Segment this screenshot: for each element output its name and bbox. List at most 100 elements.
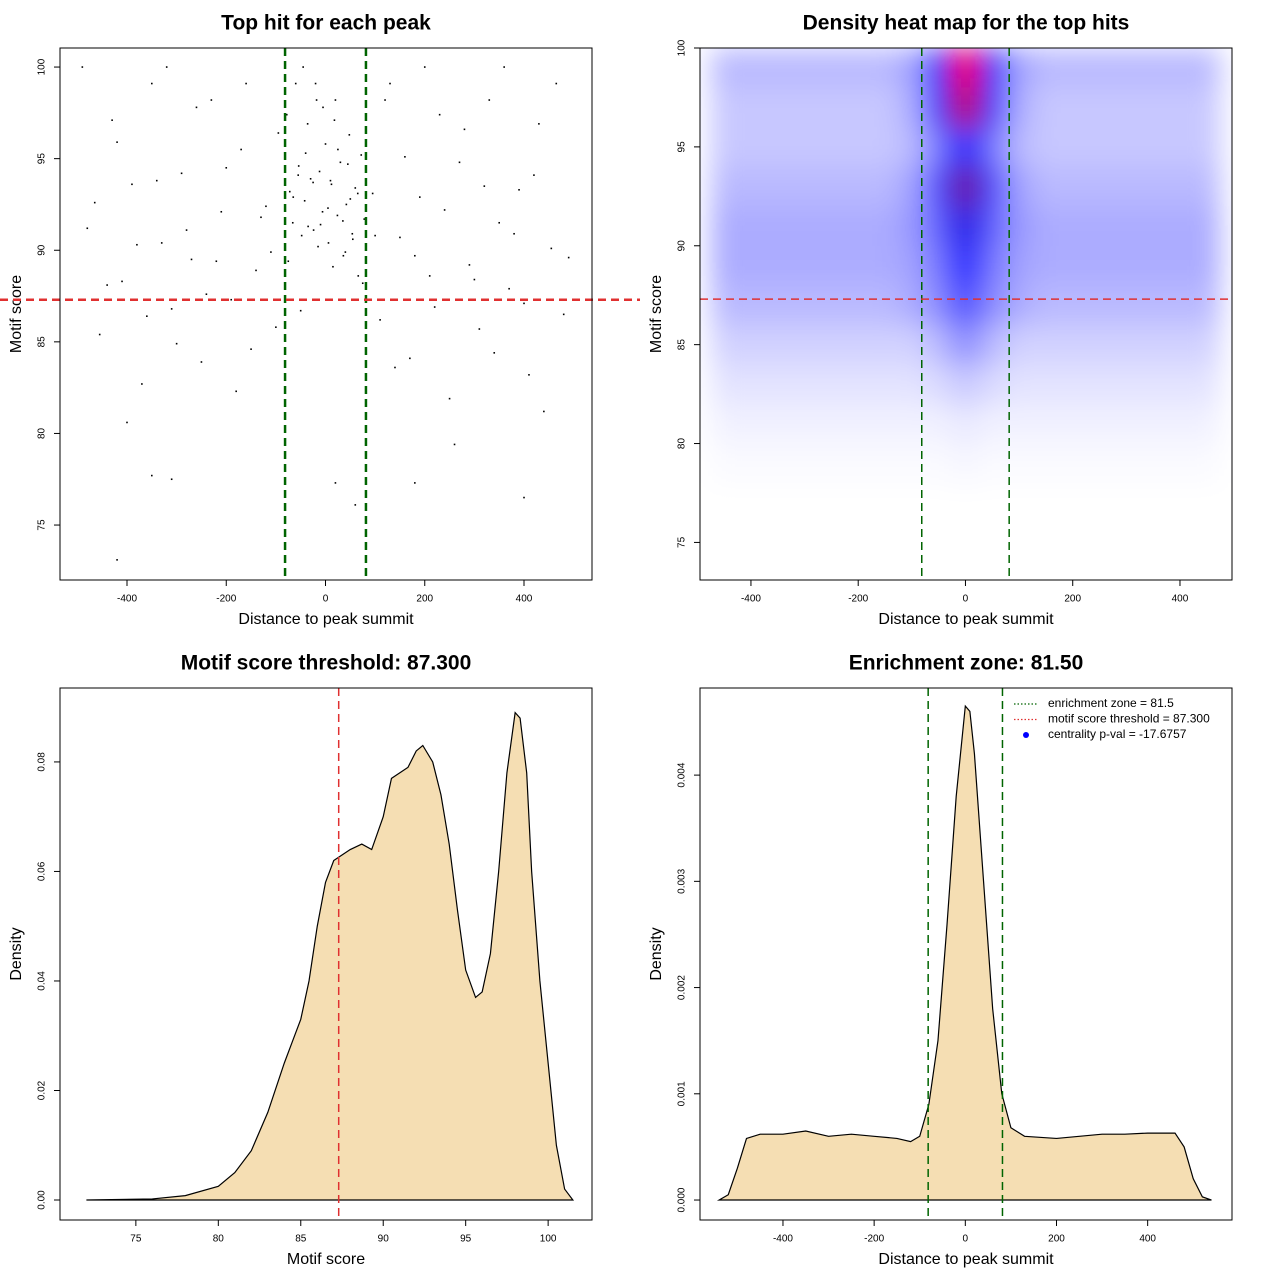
heat-cell [1166, 443, 1194, 484]
heat-cell [1112, 48, 1141, 89]
heat-cell [710, 206, 739, 247]
point [555, 82, 558, 85]
x-tick-label: 85 [295, 1234, 307, 1245]
point [297, 165, 300, 167]
heat-cell [844, 443, 873, 484]
x-axis-label: Motif score [287, 1251, 365, 1268]
x-axis-label: Distance to peak summit [878, 1251, 1054, 1268]
heat-cell [791, 522, 819, 563]
heat-cell [737, 403, 765, 445]
heat-cell [1059, 166, 1087, 207]
heat-cell [1005, 48, 1033, 89]
point [81, 66, 84, 68]
point [160, 242, 163, 244]
heat-cell [952, 483, 980, 524]
x-tick-label: -200 [864, 1234, 884, 1245]
heat-cell [710, 245, 739, 286]
point [324, 143, 327, 145]
heat-cell [764, 324, 792, 365]
heat-cell [952, 127, 980, 168]
point [334, 99, 337, 101]
heat-cell [871, 245, 899, 286]
heat-cell [978, 324, 1007, 365]
heat-cell [817, 245, 846, 286]
heat-cell [1059, 443, 1087, 484]
heat-cell [952, 48, 980, 89]
heat-cell [764, 166, 792, 207]
heat-cell [925, 324, 953, 365]
heat-cell [791, 87, 819, 128]
y-tick-label: 100 [677, 39, 688, 56]
heat-cell [737, 206, 765, 247]
heat-cell [1005, 245, 1033, 286]
x-tick-label: 200 [416, 594, 433, 605]
point [146, 315, 148, 317]
heat-cell [1086, 87, 1114, 128]
point [151, 474, 153, 477]
point [478, 328, 481, 330]
point [330, 183, 333, 186]
x-tick-label: 100 [540, 1234, 557, 1245]
heat-cell [1166, 127, 1194, 168]
y-tick-label: 0.08 [37, 752, 48, 772]
point [550, 247, 553, 250]
point [136, 243, 138, 246]
point [318, 170, 321, 173]
point [333, 119, 336, 121]
point [354, 187, 357, 189]
x-tick-label: 0 [963, 594, 969, 605]
heat-cell [1005, 87, 1033, 128]
point [399, 236, 401, 239]
heat-cell [1086, 48, 1114, 89]
point [116, 559, 118, 561]
point [493, 352, 496, 354]
y-tick-label: 90 [677, 240, 688, 252]
heat-cell [764, 522, 792, 563]
chart-title: Motif score threshold: 87.300 [181, 652, 472, 675]
heat-cell [1112, 364, 1141, 405]
point [533, 174, 535, 176]
heat-cell [1166, 483, 1194, 524]
heat-cell [1086, 483, 1114, 524]
heat-cell [1166, 206, 1194, 247]
heat-cell [1193, 364, 1221, 405]
heat-cell [764, 48, 792, 89]
heat-cell [1059, 206, 1087, 247]
point [309, 178, 312, 180]
x-tick-label: -400 [741, 594, 761, 605]
y-tick-label: 80 [37, 427, 48, 439]
point [371, 192, 374, 195]
heat-cell [1059, 483, 1087, 524]
point [185, 229, 188, 231]
heat-cell [1005, 285, 1033, 326]
point [299, 309, 302, 312]
heat-cell [925, 522, 953, 563]
point [322, 106, 324, 109]
heat-cell [1086, 522, 1114, 563]
point [523, 302, 525, 305]
point [423, 66, 426, 68]
heat-cell [1139, 127, 1168, 168]
heat-cell [1166, 403, 1194, 445]
heat-cell [817, 364, 846, 405]
heat-cell [1032, 483, 1060, 524]
heat-cell [1193, 87, 1221, 128]
point [210, 99, 213, 101]
y-tick-label: 0.000 [677, 1187, 688, 1212]
heat-cell [1193, 522, 1221, 563]
heat-cell [898, 245, 926, 286]
heat-cell [710, 166, 739, 207]
plot-frame [699, 687, 1233, 1221]
point [93, 201, 96, 204]
heat-cell [1193, 403, 1221, 445]
heat-cell [1166, 324, 1194, 365]
heat-cell [844, 285, 873, 326]
y-tick-label: 0.003 [677, 868, 688, 893]
heat-cell [1112, 87, 1141, 128]
x-tick-label: 80 [213, 1234, 225, 1245]
point [98, 333, 101, 336]
heat-cell [737, 483, 765, 524]
heat-cell [817, 483, 846, 524]
heat-cell [1032, 364, 1060, 405]
point [312, 181, 314, 184]
